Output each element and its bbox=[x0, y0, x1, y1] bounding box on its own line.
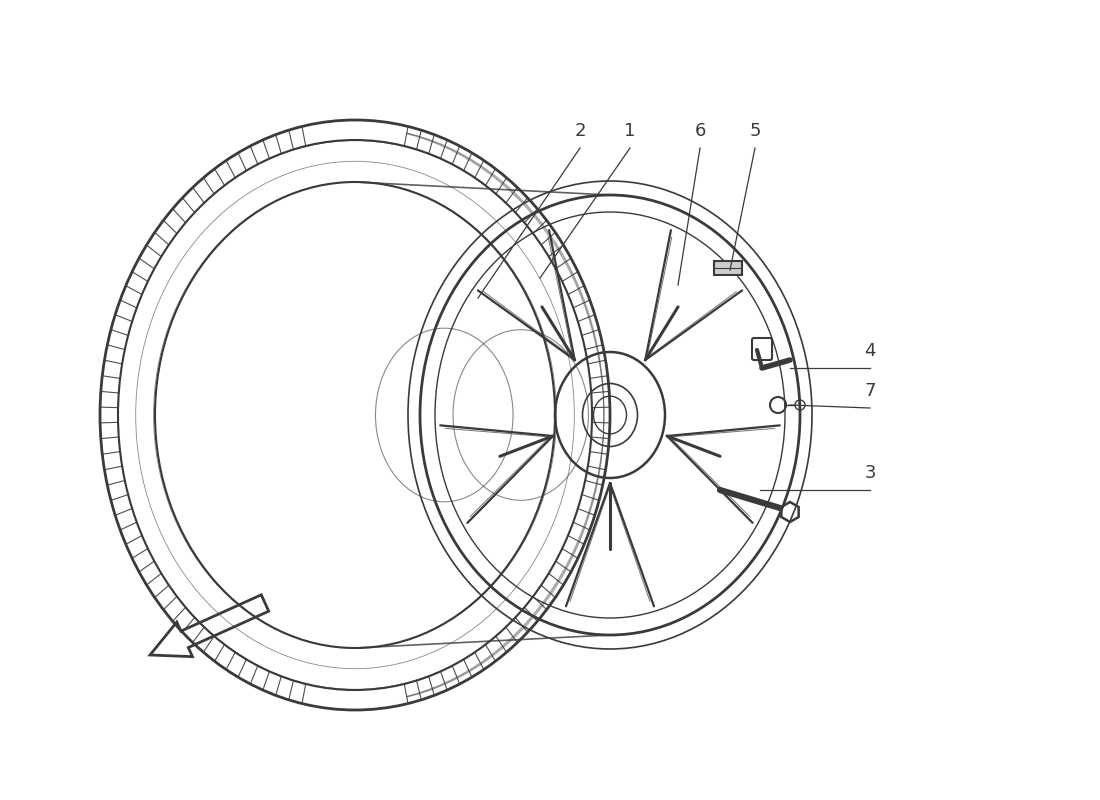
Bar bbox=[714, 261, 742, 275]
Text: 5: 5 bbox=[749, 122, 761, 140]
Text: 6: 6 bbox=[694, 122, 706, 140]
Text: 3: 3 bbox=[865, 464, 876, 482]
Text: 2: 2 bbox=[574, 122, 585, 140]
Text: 7: 7 bbox=[865, 382, 876, 400]
Text: 4: 4 bbox=[865, 342, 876, 360]
Text: 1: 1 bbox=[625, 122, 636, 140]
